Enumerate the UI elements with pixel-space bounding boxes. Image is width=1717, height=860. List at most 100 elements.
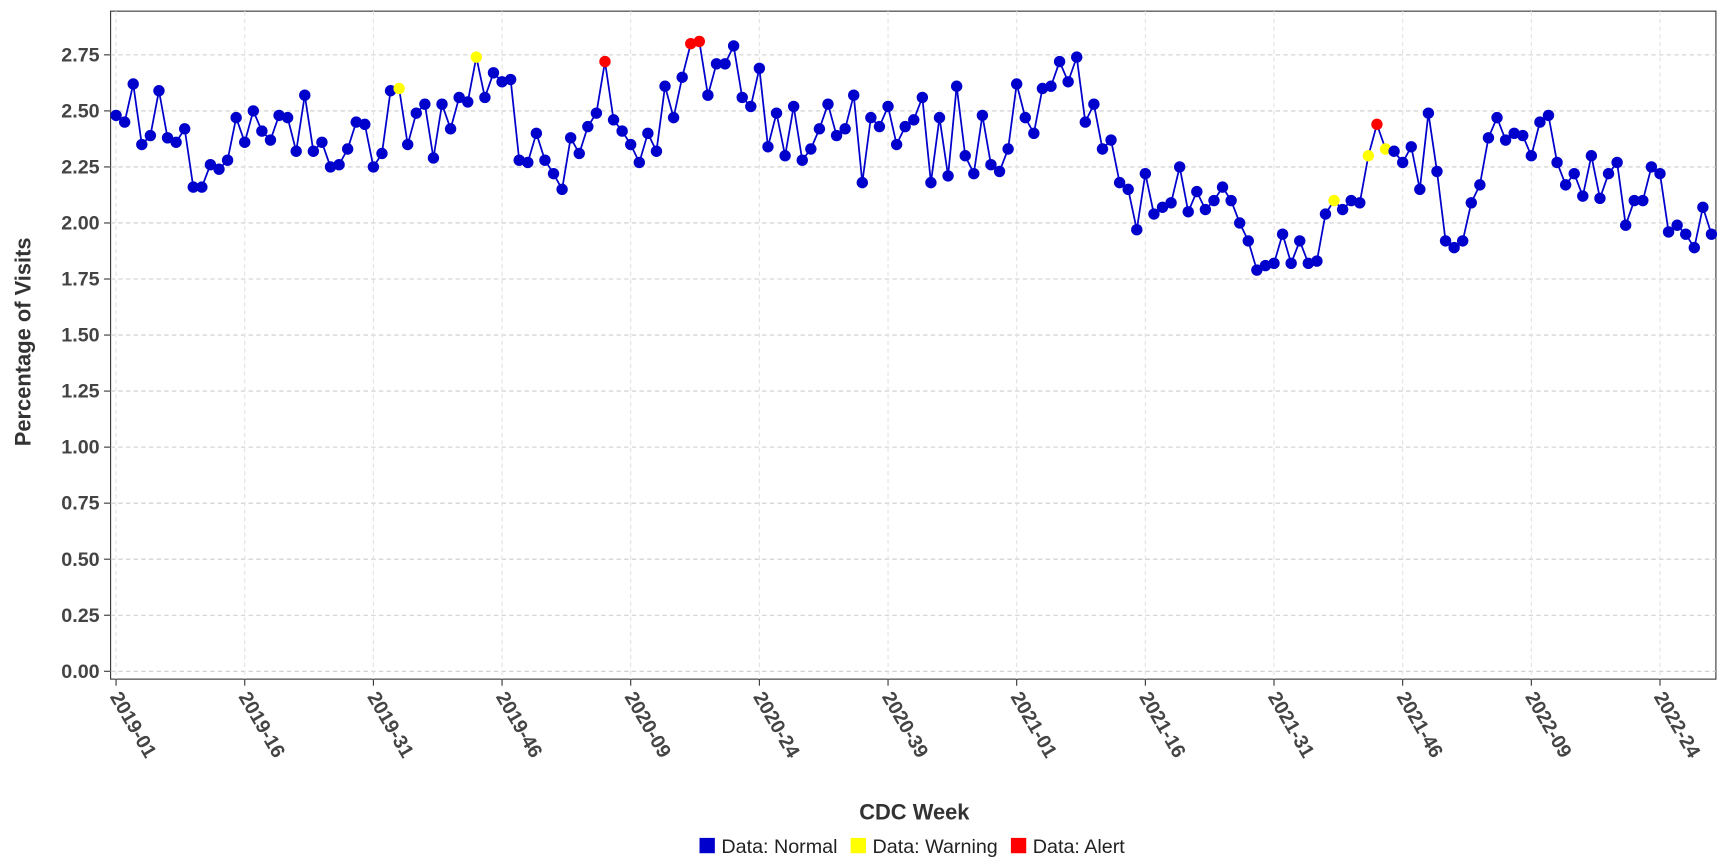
data-point bbox=[1208, 194, 1220, 207]
data-point bbox=[1662, 226, 1675, 238]
x-axis-title: CDC Week bbox=[859, 799, 970, 824]
data-point bbox=[402, 138, 414, 151]
data-point bbox=[1122, 183, 1134, 196]
data-point bbox=[813, 123, 826, 135]
data-point bbox=[316, 136, 328, 148]
data-point bbox=[890, 138, 903, 151]
line-segment bbox=[1316, 213, 1327, 262]
line-segment bbox=[972, 115, 984, 174]
line-segment bbox=[758, 68, 769, 147]
data-point bbox=[1062, 76, 1074, 88]
data-point bbox=[659, 80, 671, 92]
data-point bbox=[1697, 201, 1709, 213]
line-segment bbox=[158, 90, 169, 138]
data-point bbox=[539, 154, 551, 166]
data-point bbox=[264, 134, 277, 146]
data-point bbox=[1276, 228, 1289, 240]
line-segment bbox=[930, 117, 941, 183]
data-point bbox=[1268, 257, 1280, 270]
line-segment bbox=[1032, 88, 1044, 134]
line-segment bbox=[1093, 104, 1104, 150]
data-point bbox=[419, 98, 431, 110]
legend-swatch bbox=[850, 837, 866, 854]
line-segment bbox=[1479, 137, 1490, 186]
line-segment bbox=[1075, 56, 1087, 123]
data-point bbox=[1002, 143, 1014, 155]
data-point bbox=[359, 118, 371, 131]
y-tick-label: 1.50 bbox=[61, 325, 99, 347]
data-point bbox=[487, 67, 500, 79]
data-point bbox=[1088, 98, 1100, 110]
data-point bbox=[727, 40, 740, 52]
data-point bbox=[607, 114, 620, 126]
data-point bbox=[1705, 228, 1717, 240]
data-point bbox=[590, 107, 603, 119]
data-point bbox=[1036, 82, 1049, 95]
data-point bbox=[547, 167, 560, 180]
data-point bbox=[676, 71, 688, 83]
data-point bbox=[848, 89, 860, 101]
data-point bbox=[1637, 194, 1649, 207]
line-segment bbox=[861, 117, 872, 183]
y-tick-label: 1.25 bbox=[61, 381, 99, 403]
data-point bbox=[384, 85, 397, 97]
data-point bbox=[1148, 208, 1160, 220]
line-segment bbox=[981, 115, 992, 165]
data-point bbox=[256, 125, 268, 137]
data-point bbox=[933, 111, 946, 124]
data-point bbox=[830, 129, 843, 142]
x-tick-label: 2019-16 bbox=[234, 688, 289, 762]
line-segment bbox=[1135, 173, 1147, 230]
data-point bbox=[1259, 259, 1272, 272]
data-point bbox=[187, 181, 199, 193]
x-tick-label: 2022-09 bbox=[1520, 688, 1575, 762]
line-segment bbox=[784, 106, 795, 156]
data-point bbox=[1191, 185, 1203, 198]
data-point bbox=[1216, 181, 1229, 193]
data-point bbox=[1414, 183, 1426, 196]
line-segment bbox=[432, 104, 443, 159]
line-segment bbox=[183, 128, 195, 188]
data-point bbox=[805, 143, 817, 155]
line-segment bbox=[732, 45, 744, 98]
data-point bbox=[170, 136, 182, 148]
data-point bbox=[865, 111, 877, 124]
data-point bbox=[1336, 203, 1349, 216]
data-point bbox=[719, 58, 731, 70]
data-point bbox=[1474, 179, 1486, 191]
data-point bbox=[685, 37, 697, 50]
line-segment bbox=[792, 106, 804, 161]
data-point bbox=[899, 120, 911, 133]
data-point bbox=[341, 143, 354, 155]
line-segment bbox=[767, 112, 778, 147]
data-point bbox=[745, 100, 757, 113]
data-point bbox=[968, 167, 980, 180]
data-point bbox=[127, 78, 139, 90]
x-tick-label: 2019-01 bbox=[105, 688, 160, 762]
data-point bbox=[1311, 255, 1323, 267]
line-segment bbox=[947, 86, 958, 176]
line-segment bbox=[1170, 166, 1181, 204]
x-tick-label: 2021-31 bbox=[1263, 688, 1318, 762]
x-tick-label: 2021-01 bbox=[1006, 688, 1061, 762]
data-point bbox=[1225, 194, 1237, 207]
data-point bbox=[616, 125, 628, 137]
y-tick-label: 0.00 bbox=[61, 661, 99, 683]
data-point bbox=[239, 136, 251, 148]
data-point bbox=[625, 138, 637, 151]
line-segment bbox=[1144, 173, 1155, 215]
y-tick-label: 2.25 bbox=[61, 157, 99, 179]
data-point bbox=[1499, 134, 1512, 146]
line-segment bbox=[938, 117, 949, 177]
line-segment bbox=[775, 112, 786, 156]
data-point bbox=[642, 127, 654, 140]
data-point bbox=[144, 129, 157, 142]
line-segment bbox=[466, 56, 478, 103]
line-segment bbox=[1110, 139, 1121, 183]
data-point bbox=[1071, 51, 1083, 63]
data-point bbox=[1585, 150, 1598, 162]
data-point bbox=[1294, 235, 1306, 247]
line-segment bbox=[1410, 146, 1421, 190]
line-segment bbox=[955, 86, 967, 156]
line-segment bbox=[303, 95, 315, 152]
